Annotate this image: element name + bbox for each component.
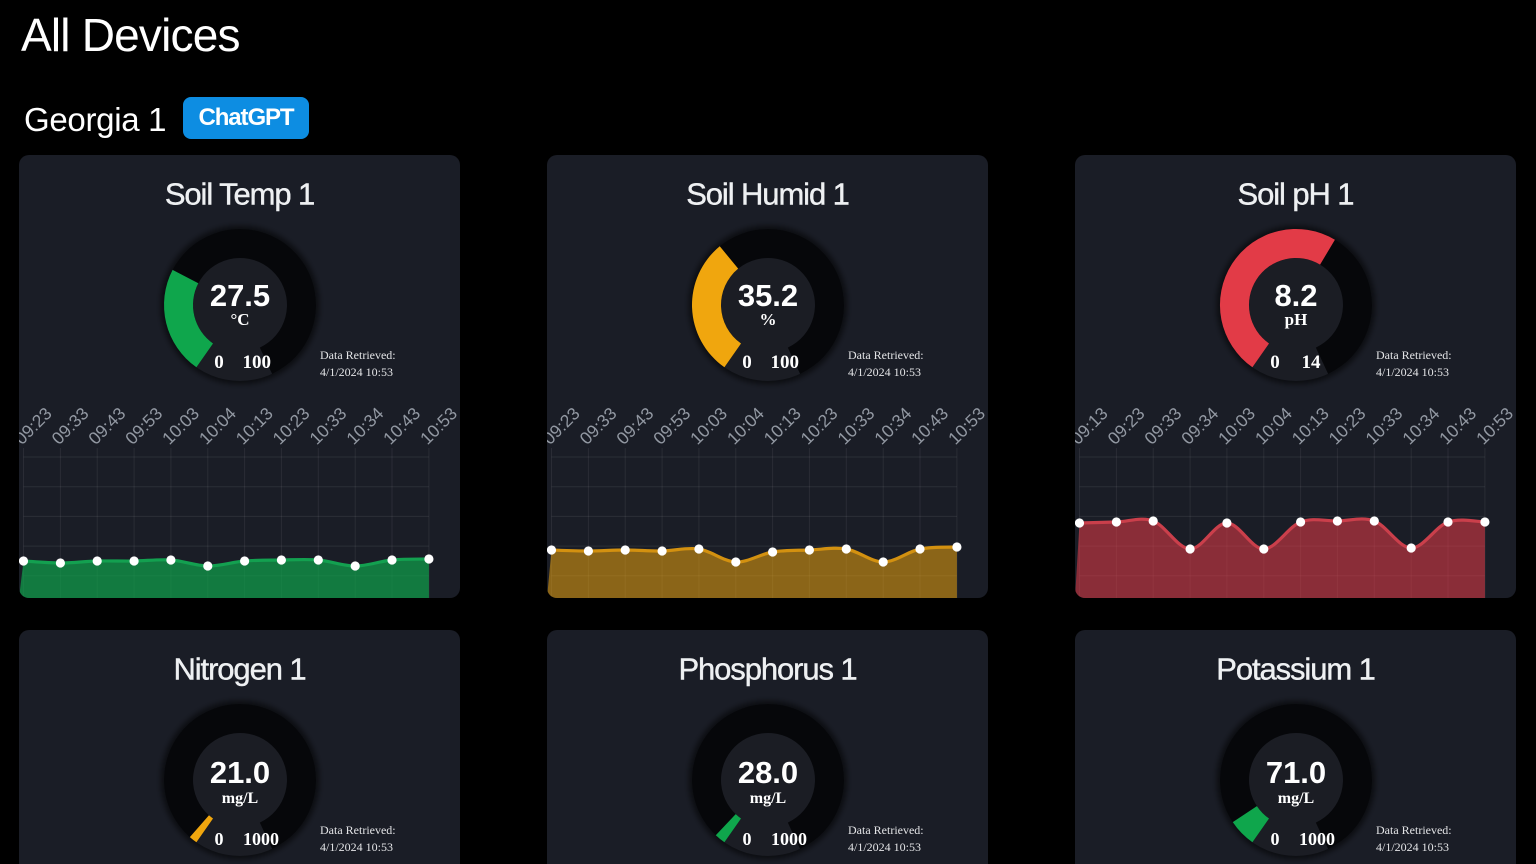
- svg-text:Data Retrieved:: Data Retrieved:: [1376, 823, 1452, 837]
- svg-text:10:13: 10:13: [760, 403, 805, 448]
- svg-text:71.0: 71.0: [1266, 755, 1326, 790]
- svg-text:Potassium 1: Potassium 1: [1216, 652, 1374, 687]
- svg-text:Soil pH 1: Soil pH 1: [1238, 177, 1354, 212]
- svg-text:09:23: 09:23: [19, 403, 56, 448]
- svg-text:35.2: 35.2: [738, 278, 798, 313]
- svg-text:Soil Humid 1: Soil Humid 1: [686, 177, 849, 212]
- svg-text:09:53: 09:53: [121, 403, 166, 448]
- svg-text:Data Retrieved:: Data Retrieved:: [848, 348, 924, 362]
- svg-text:10:04: 10:04: [195, 403, 240, 448]
- svg-text:100: 100: [771, 352, 800, 373]
- svg-text:0: 0: [214, 352, 224, 373]
- svg-text:09:43: 09:43: [612, 403, 657, 448]
- svg-text:21.0: 21.0: [210, 755, 270, 790]
- svg-text:4/1/2024 10:53: 4/1/2024 10:53: [320, 840, 393, 854]
- svg-text:10:23: 10:23: [797, 403, 842, 448]
- svg-text:10:34: 10:34: [342, 403, 387, 448]
- svg-text:09:33: 09:33: [1140, 403, 1185, 448]
- svg-text:4/1/2024 10:53: 4/1/2024 10:53: [320, 365, 393, 379]
- svg-text:1000: 1000: [243, 829, 279, 849]
- svg-text:09:13: 09:13: [1075, 403, 1112, 448]
- svg-text:10:53: 10:53: [1472, 403, 1516, 448]
- svg-text:1000: 1000: [1299, 829, 1335, 849]
- svg-text:mg/L: mg/L: [222, 790, 258, 807]
- svg-text:10:33: 10:33: [305, 403, 350, 448]
- svg-text:09:34: 09:34: [1177, 403, 1222, 448]
- svg-text:10:03: 10:03: [686, 403, 731, 448]
- svg-text:Soil Temp 1: Soil Temp 1: [165, 177, 314, 212]
- svg-text:10:03: 10:03: [158, 403, 203, 448]
- svg-text:%: %: [760, 310, 777, 329]
- svg-text:mg/L: mg/L: [1278, 790, 1314, 807]
- svg-text:0: 0: [743, 829, 752, 849]
- svg-text:100: 100: [243, 352, 272, 373]
- svg-text:10:33: 10:33: [833, 403, 878, 448]
- svg-text:Data Retrieved:: Data Retrieved:: [320, 348, 396, 362]
- svg-text:10:34: 10:34: [1398, 403, 1443, 448]
- svg-text:Nitrogen 1: Nitrogen 1: [173, 652, 305, 687]
- svg-text:1000: 1000: [771, 829, 807, 849]
- svg-text:pH: pH: [1285, 310, 1308, 329]
- svg-text:09:43: 09:43: [84, 403, 129, 448]
- svg-text:10:04: 10:04: [723, 403, 768, 448]
- svg-text:28.0: 28.0: [738, 755, 798, 790]
- svg-text:27.5: 27.5: [210, 278, 270, 313]
- svg-text:10:13: 10:13: [1288, 403, 1333, 448]
- svg-text:mg/L: mg/L: [750, 790, 786, 807]
- svg-text:4/1/2024 10:53: 4/1/2024 10:53: [848, 840, 921, 854]
- svg-text:10:34: 10:34: [870, 403, 915, 448]
- svg-text:09:53: 09:53: [649, 403, 694, 448]
- svg-text:Data Retrieved:: Data Retrieved:: [320, 823, 396, 837]
- svg-text:10:33: 10:33: [1361, 403, 1406, 448]
- svg-text:Data Retrieved:: Data Retrieved:: [1376, 348, 1452, 362]
- svg-text:0: 0: [742, 352, 752, 373]
- svg-text:4/1/2024 10:53: 4/1/2024 10:53: [848, 365, 921, 379]
- svg-text:°C: °C: [230, 310, 249, 329]
- svg-text:14: 14: [1302, 352, 1322, 373]
- svg-text:4/1/2024 10:53: 4/1/2024 10:53: [1376, 840, 1449, 854]
- svg-text:10:43: 10:43: [379, 403, 424, 448]
- svg-text:0: 0: [1271, 829, 1280, 849]
- svg-text:8.2: 8.2: [1274, 278, 1317, 313]
- svg-text:0: 0: [215, 829, 224, 849]
- svg-text:10:53: 10:53: [944, 403, 988, 448]
- svg-text:10:04: 10:04: [1251, 403, 1296, 448]
- svg-text:10:23: 10:23: [269, 403, 314, 448]
- svg-text:10:13: 10:13: [232, 403, 277, 448]
- svg-text:09:23: 09:23: [547, 403, 584, 448]
- svg-text:0: 0: [1270, 352, 1280, 373]
- svg-text:Phosphorus 1: Phosphorus 1: [678, 652, 856, 687]
- svg-text:10:03: 10:03: [1214, 403, 1259, 448]
- svg-text:10:23: 10:23: [1325, 403, 1370, 448]
- svg-text:09:33: 09:33: [48, 403, 93, 448]
- svg-text:10:43: 10:43: [1435, 403, 1480, 448]
- svg-text:10:53: 10:53: [416, 403, 460, 448]
- svg-text:10:43: 10:43: [907, 403, 952, 448]
- svg-text:Data Retrieved:: Data Retrieved:: [848, 823, 924, 837]
- svg-text:4/1/2024 10:53: 4/1/2024 10:53: [1376, 365, 1449, 379]
- svg-text:09:23: 09:23: [1104, 403, 1149, 448]
- svg-text:09:33: 09:33: [576, 403, 621, 448]
